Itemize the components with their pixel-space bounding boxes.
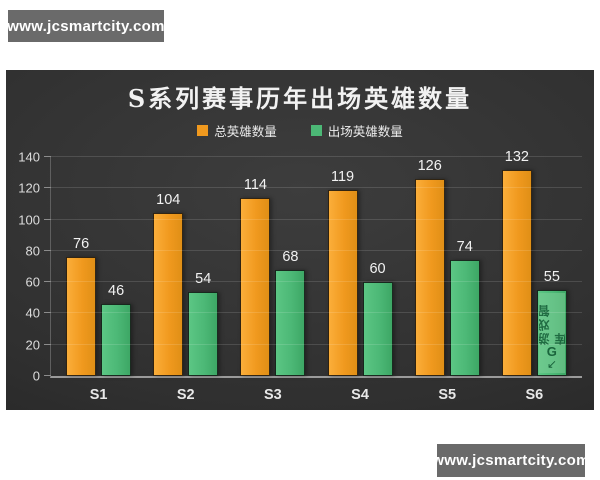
bar-group-S4: 119 60 S4 <box>327 157 393 403</box>
value-label-总英雄数量-S5: 126 <box>417 157 442 174</box>
y-axis-label-40: 40 <box>25 305 40 321</box>
legend-label-total: 总英雄数量 <box>214 125 277 139</box>
watermark-arrow-icon: ↙ <box>546 357 557 371</box>
bar-groups: 76 46 S1 104 54 S2 114 68 S3 119 60 S4 126 74 S5 132 55 游… <box>51 149 582 403</box>
legend-swatch-appeared-icon <box>310 125 322 136</box>
watermark-top-left: www.jcsmartcity.com <box>7 10 165 42</box>
bar-total-S2: 104 <box>153 192 184 376</box>
y-axis-tick-60 <box>44 281 51 283</box>
gridline-40 <box>51 312 582 314</box>
legend-label-appeared: 出场英雄数量 <box>327 125 403 139</box>
bar-total-S1: 76 <box>66 236 97 376</box>
x-axis-label-S1: S1 <box>89 387 108 403</box>
x-axis-label-S3: S3 <box>264 387 282 403</box>
chart-panel: S系列赛事历年出场英雄数量 总英雄数量 出场英雄数量 76 46 S1 104 54 S2… <box>6 70 594 410</box>
watermark-bottom-right-text: www.jcsmartcity.com <box>432 452 590 469</box>
y-axis-label-20: 20 <box>25 337 40 353</box>
value-label-总英雄数量-S3: 114 <box>243 176 267 193</box>
gridline-60 <box>51 281 582 283</box>
y-axis-label-60: 60 <box>25 274 40 290</box>
y-axis-tick-100 <box>44 218 51 220</box>
value-label-总英雄数量-S1: 76 <box>73 236 90 253</box>
bar-appeared-S1: 46 <box>101 283 132 376</box>
y-axis-tick-120 <box>44 187 51 189</box>
bar-group-S3: 114 68 S3 <box>240 157 306 403</box>
x-axis-label-S2: S2 <box>176 387 195 403</box>
plot-area: 76 46 S1 104 54 S2 114 68 S3 119 60 S4 126 74 S5 132 55 游… <box>18 149 582 403</box>
y-axis-label-140: 140 <box>18 149 40 165</box>
legend-swatch-total-icon <box>197 125 209 136</box>
value-label-总英雄数量-S4: 119 <box>330 168 355 185</box>
value-label-出场英雄数量-S3: 68 <box>282 248 299 265</box>
bar-appeared-S4: 60 <box>362 261 393 376</box>
watermark-g-logo-icon: G <box>546 344 557 359</box>
bar-appeared-S6: 55 游戏智库 G ↙ <box>536 269 567 376</box>
y-axis-tick-40 <box>44 312 51 314</box>
gridline-20 <box>51 343 582 345</box>
value-label-总英雄数量-S6: 132 <box>504 148 529 165</box>
legend: 总英雄数量 出场英雄数量 <box>6 121 594 140</box>
y-axis-label-100: 100 <box>18 212 40 228</box>
watermark-top-left-text: www.jcsmartcity.com <box>7 17 165 35</box>
bar-group-S1: 76 46 S1 <box>66 157 132 403</box>
bar-total-S3: 114 <box>240 177 271 376</box>
bar-appeared-S3: 68 <box>275 249 306 376</box>
value-label-出场英雄数量-S2: 54 <box>195 270 212 287</box>
watermark-bottom-right: www.jcsmartcity.com <box>432 444 589 477</box>
bar-total-S4: 119 <box>327 169 358 376</box>
y-axis-label-0: 0 <box>32 368 40 384</box>
chart-title: S系列赛事历年出场英雄数量 <box>127 84 473 113</box>
y-axis-label-80: 80 <box>25 243 40 259</box>
y-axis-tick-140 <box>44 156 51 157</box>
value-label-出场英雄数量-S1: 46 <box>108 283 125 300</box>
bar-group-S2: 104 54 S2 <box>153 157 219 403</box>
value-label-出场英雄数量-S6: 55 <box>543 268 560 285</box>
gridline-80 <box>51 249 582 251</box>
value-label-出场英雄数量-S5: 74 <box>456 239 473 256</box>
bar-total-S6: 132 <box>501 149 532 376</box>
value-label-出场英雄数量-S4: 60 <box>369 261 386 278</box>
y-axis-tick-20 <box>44 343 51 345</box>
y-axis-label-120: 120 <box>18 180 40 196</box>
bar-appeared-S5: 74 <box>449 239 480 376</box>
bar-group-S6: 132 55 游戏智库 G ↙ S6 <box>501 149 567 403</box>
value-label-总英雄数量-S2: 104 <box>156 192 181 209</box>
y-axis-tick-80 <box>44 249 51 251</box>
bar-appeared-S2: 54 <box>188 271 219 376</box>
x-axis-label-S4: S4 <box>351 387 369 403</box>
watermark-game-thinktank-text: 游戏智库 <box>538 303 565 345</box>
legend-item-total: 总英雄数量 <box>197 121 277 140</box>
x-axis-label-S5: S5 <box>438 387 457 403</box>
legend-item-appeared: 出场英雄数量 <box>310 121 403 140</box>
watermark-game-thinktank: 游戏智库 G ↙ <box>538 292 565 373</box>
x-axis-label-S6: S6 <box>525 387 544 403</box>
gridline-120 <box>51 187 582 189</box>
bar-group-S5: 126 74 S5 <box>414 157 480 403</box>
gridline-140 <box>51 156 582 157</box>
y-axis-tick-0 <box>44 375 51 376</box>
bar-total-S5: 126 <box>414 158 445 376</box>
gridline-100 <box>51 218 582 220</box>
